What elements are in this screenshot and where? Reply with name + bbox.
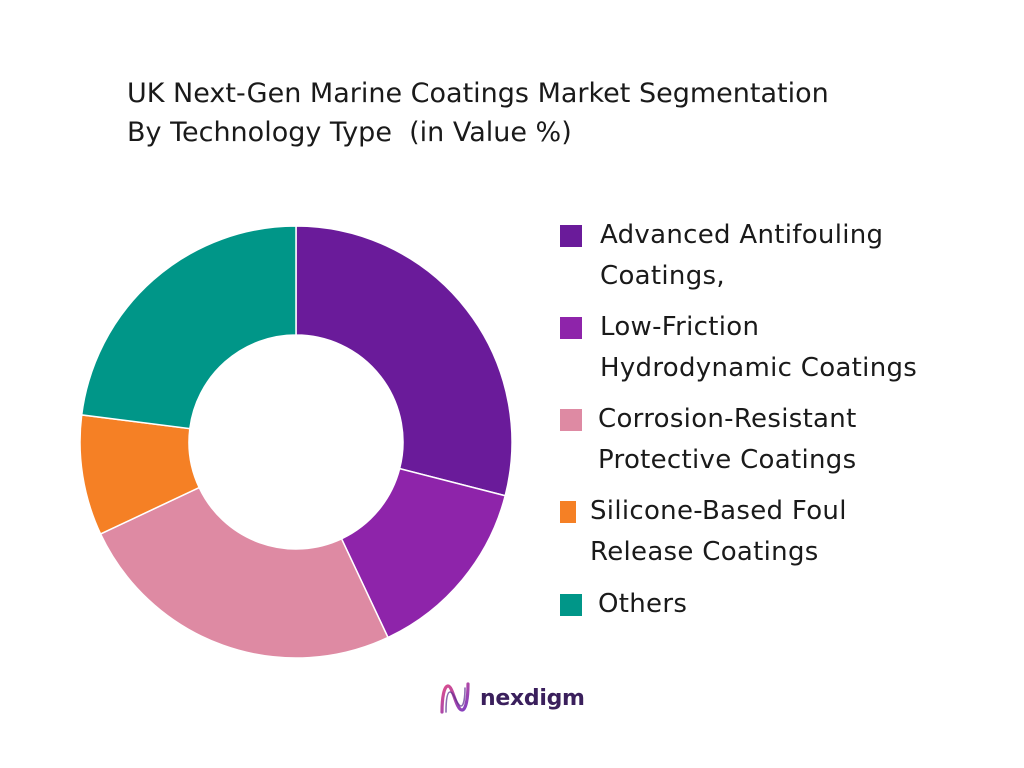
chart-title-line-2: By Technology Type (in Value %) (127, 117, 572, 148)
legend-swatch-advanced-antifouling (560, 225, 582, 247)
legend-item-corrosion-resistant: Corrosion-Resistant Protective Coatings (560, 399, 857, 481)
legend-swatch-corrosion-resistant (560, 409, 582, 431)
chart-title-line-1: UK Next-Gen Marine Coatings Market Segme… (127, 78, 829, 109)
legend-item-silicone-based: Silicone-Based Foul Release Coatings (560, 491, 847, 573)
chart-title: UK Next-Gen Marine Coatings Market Segme… (127, 74, 947, 152)
donut-slice-corrosion-resistant (99, 486, 389, 659)
legend-item-advanced-antifouling: Advanced Antifouling Coatings, (560, 215, 883, 297)
legend-label-corrosion-resistant: Corrosion-Resistant Protective Coatings (598, 404, 857, 475)
donut-slice-others (80, 225, 297, 430)
legend-label-advanced-antifouling: Advanced Antifouling Coatings, (600, 220, 884, 291)
donut-slice-advanced-antifouling (295, 225, 513, 497)
legend-label-others: Others (598, 589, 688, 619)
nexdigm-logo-icon (440, 682, 470, 714)
legend-swatch-silicone-based (560, 501, 576, 523)
brand-name: nexdigm (480, 685, 585, 711)
donut-chart (79, 225, 513, 659)
legend-label-silicone-based: Silicone-Based Foul Release Coatings (590, 496, 847, 567)
brand-logo: nexdigm (438, 678, 585, 718)
legend-item-others: Others (560, 584, 687, 625)
legend-label-low-friction: Low-Friction Hydrodynamic Coatings (600, 312, 918, 383)
legend-item-low-friction: Low-Friction Hydrodynamic Coatings (560, 307, 917, 389)
donut-slice-low-friction (340, 467, 507, 639)
legend-swatch-low-friction (560, 317, 582, 339)
legend-swatch-others (560, 594, 582, 616)
